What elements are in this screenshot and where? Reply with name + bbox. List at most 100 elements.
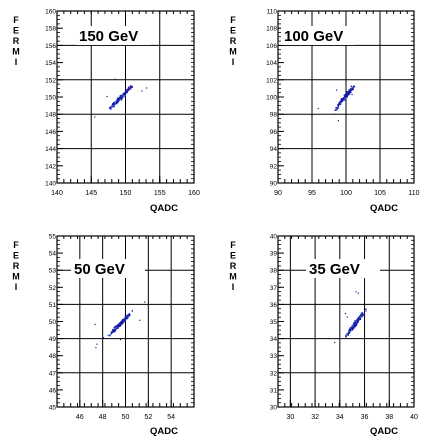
data-point	[118, 99, 120, 102]
y-tick-label: 53	[49, 268, 57, 275]
data-point	[131, 86, 133, 88]
y-tick-label: 144	[45, 146, 56, 153]
data-point	[359, 317, 361, 320]
data-point	[107, 334, 109, 336]
x-tick-label: 52	[144, 414, 152, 421]
x-tick-label: 32	[311, 414, 319, 421]
data-point	[355, 320, 357, 322]
data-point	[123, 94, 125, 97]
data-point	[351, 87, 353, 90]
data-point	[355, 324, 357, 327]
data-point	[120, 96, 122, 98]
y-tick-label: 32	[270, 370, 278, 377]
x-tick-label: 30	[286, 414, 294, 421]
panel-150gev: 140 145 150 155 160 140 142 144 146 148 150 152 154 1…	[12, 9, 200, 215]
y-tick-label: 48	[49, 353, 57, 360]
data-point	[345, 93, 347, 95]
data-point	[348, 332, 350, 334]
y-axis-label-letter: I	[232, 282, 235, 292]
y-tick-label: 30	[270, 405, 278, 412]
y-axis-label-letter: M	[229, 47, 237, 57]
data-point	[345, 92, 348, 94]
panel-title: 50 GeV	[74, 261, 125, 278]
data-point	[350, 85, 353, 88]
panel-100gev: 90 95 100 105 110 90 92 94 96 98 100 102 104 106 108 11…	[229, 9, 419, 215]
data-point	[353, 322, 355, 324]
y-tick-label: 152	[45, 77, 56, 84]
data-point	[317, 107, 319, 110]
y-axis-label-letter: R	[13, 261, 20, 271]
data-point	[335, 106, 337, 109]
y-axis-label-letter: F	[230, 15, 236, 25]
data-point	[113, 329, 115, 331]
data-point	[351, 88, 353, 91]
y-tick-label: 104	[266, 60, 277, 67]
y-tick-label: 31	[270, 387, 278, 394]
data-point	[357, 292, 359, 294]
data-point	[109, 106, 112, 108]
data-point	[110, 331, 113, 333]
data-point	[113, 327, 116, 329]
data-point	[358, 318, 361, 320]
panel-title: 100 GeV	[284, 28, 343, 45]
data-point	[110, 333, 112, 335]
x-tick-label: 100	[340, 190, 352, 197]
y-tick-label: 94	[270, 146, 278, 153]
data-point	[116, 101, 118, 104]
data-point	[146, 87, 148, 89]
data-point	[118, 98, 120, 100]
y-axis-label-letter: E	[230, 26, 236, 36]
y-tick-label: 52	[49, 285, 57, 292]
data-point	[124, 320, 126, 322]
data-point	[337, 104, 340, 106]
data-point	[129, 314, 131, 316]
data-point	[353, 85, 355, 87]
x-tick-label: 160	[188, 190, 200, 197]
x-tick-label: 105	[374, 190, 386, 197]
data-point	[129, 314, 131, 317]
x-axis-label: QADC	[150, 203, 178, 214]
data-point	[352, 86, 354, 88]
y-axis-label-letter: R	[230, 261, 237, 271]
data-point	[349, 330, 351, 333]
data-point	[344, 96, 347, 99]
data-point	[360, 314, 362, 316]
data-point	[112, 105, 114, 107]
y-tick-label: 106	[266, 43, 277, 50]
data-point	[339, 101, 342, 103]
y-tick-label: 160	[45, 9, 56, 16]
data-point	[349, 329, 351, 331]
data-point	[118, 323, 120, 326]
data-point	[336, 109, 338, 111]
data-point	[124, 92, 126, 94]
data-point	[102, 337, 105, 339]
data-point	[348, 88, 350, 91]
data-point	[127, 87, 129, 90]
data-point	[334, 109, 336, 111]
data-point	[120, 97, 123, 100]
y-tick-label: 54	[49, 251, 57, 258]
y-tick-label: 108	[266, 26, 277, 33]
y-tick-label: 50	[49, 319, 57, 326]
title-backing	[71, 259, 145, 278]
data-point	[117, 324, 119, 326]
data-point	[112, 331, 114, 333]
y-axis-label-letter: I	[232, 57, 235, 67]
data-point	[350, 87, 352, 90]
panel-50gev: 46 48 50 52 54 45 46 47 48 49 50 51 52 53 54 55 QADC FERM…	[12, 234, 195, 437]
data-point	[365, 308, 367, 310]
data-point	[119, 323, 122, 325]
data-point	[351, 93, 353, 96]
data-point	[123, 320, 125, 322]
data-point	[345, 93, 348, 95]
y-tick-label: 102	[266, 77, 277, 84]
y-tick-label: 142	[45, 163, 56, 170]
data-point	[121, 95, 123, 97]
data-point	[112, 103, 114, 105]
data-point	[113, 104, 115, 106]
data-point	[120, 324, 122, 326]
data-point	[334, 341, 336, 344]
data-point	[116, 326, 118, 328]
data-point	[344, 98, 346, 101]
data-point	[353, 325, 355, 328]
